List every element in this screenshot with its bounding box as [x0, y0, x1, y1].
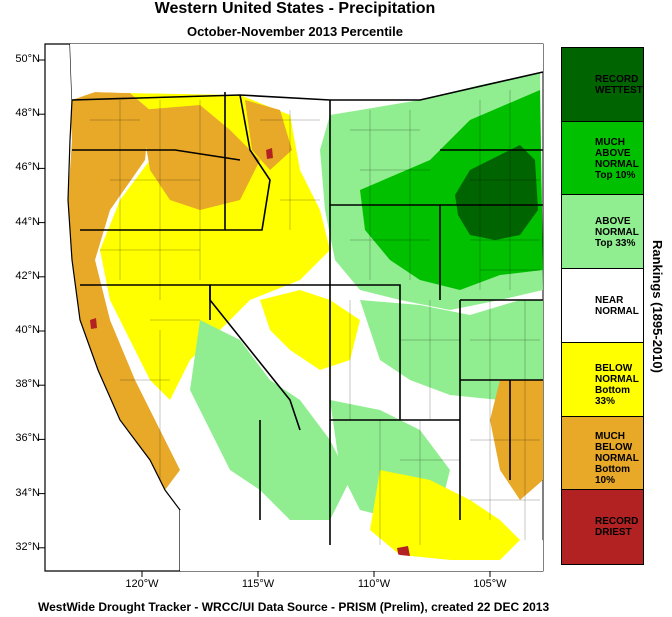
legend-swatch: [562, 342, 643, 417]
region-record-driest-wa: [266, 148, 273, 159]
legend-swatch: [562, 269, 643, 343]
mexico-mask: [180, 510, 543, 571]
legend-label: MUCH BELOW NORMAL Bottom 10%: [595, 431, 639, 487]
legend-label: RECORD DRIEST: [595, 516, 639, 539]
region-record-driest-ca: [90, 318, 97, 329]
legend-swatch: [562, 490, 643, 564]
region-southwest-above: [190, 320, 350, 520]
lon-ticks: [141, 571, 491, 577]
legend-swatch: [562, 48, 643, 122]
region-colorado-above: [360, 300, 543, 400]
region-idaho-much-below: [245, 100, 292, 170]
rankings-label: Rankings (1895-2010): [650, 240, 665, 373]
lon-tick-label: 110°W: [357, 578, 391, 590]
lat-tick-label: 32°N: [15, 540, 40, 553]
legend-label: RECORD WETTEST: [595, 73, 643, 96]
canada-mask: [70, 44, 543, 100]
region-record-driest-nm: [397, 546, 410, 558]
legend-swatch: [562, 121, 643, 196]
lat-tick-label: 42°N: [15, 269, 40, 282]
lon-tick-label: 120°W: [125, 578, 159, 590]
lat-ticks: [38, 59, 45, 549]
lat-tick-label: 38°N: [15, 378, 40, 391]
legend-label: BELOW NORMAL Bottom 33%: [595, 363, 639, 408]
lat-tick-label: 40°N: [15, 324, 40, 336]
state-boundaries: [71, 71, 544, 545]
lat-tick-label: 50°N: [15, 53, 40, 65]
legend-swatch: [562, 195, 643, 270]
map-title: Western United States - Precipitation: [154, 0, 436, 17]
credit-line: WestWide Drought Tracker - WRCC/UI Data …: [38, 600, 550, 614]
region-pacific-coast-much-below: [68, 92, 180, 490]
legend-label: ABOVE NORMAL Top 33%: [595, 215, 639, 249]
legend-label: MUCH ABOVE NORMAL Top 10%: [595, 136, 639, 181]
lat-tick-label: 48°N: [15, 107, 40, 120]
lat-tick-label: 44°N: [15, 215, 40, 228]
legend: RECORD WETTEST MUCH ABOVE NORMAL Top 10% A…: [561, 47, 644, 565]
legend-label: NEAR NORMAL: [595, 295, 639, 317]
region-utah-below: [260, 290, 360, 370]
region-southern-below: [370, 470, 520, 560]
lon-tick-label: 115°W: [241, 578, 275, 590]
lon-tick-label: 105°W: [473, 578, 507, 590]
county-lines: [90, 90, 540, 545]
lat-tick-label: 46°N: [15, 161, 40, 174]
lat-tick-label: 36°N: [15, 432, 40, 445]
map-subtitle: October-November 2013 Percentile: [186, 24, 404, 39]
legend-swatch: [562, 416, 643, 491]
lat-tick-label: 34°N: [15, 486, 40, 499]
region-record-wettest: [455, 145, 538, 240]
